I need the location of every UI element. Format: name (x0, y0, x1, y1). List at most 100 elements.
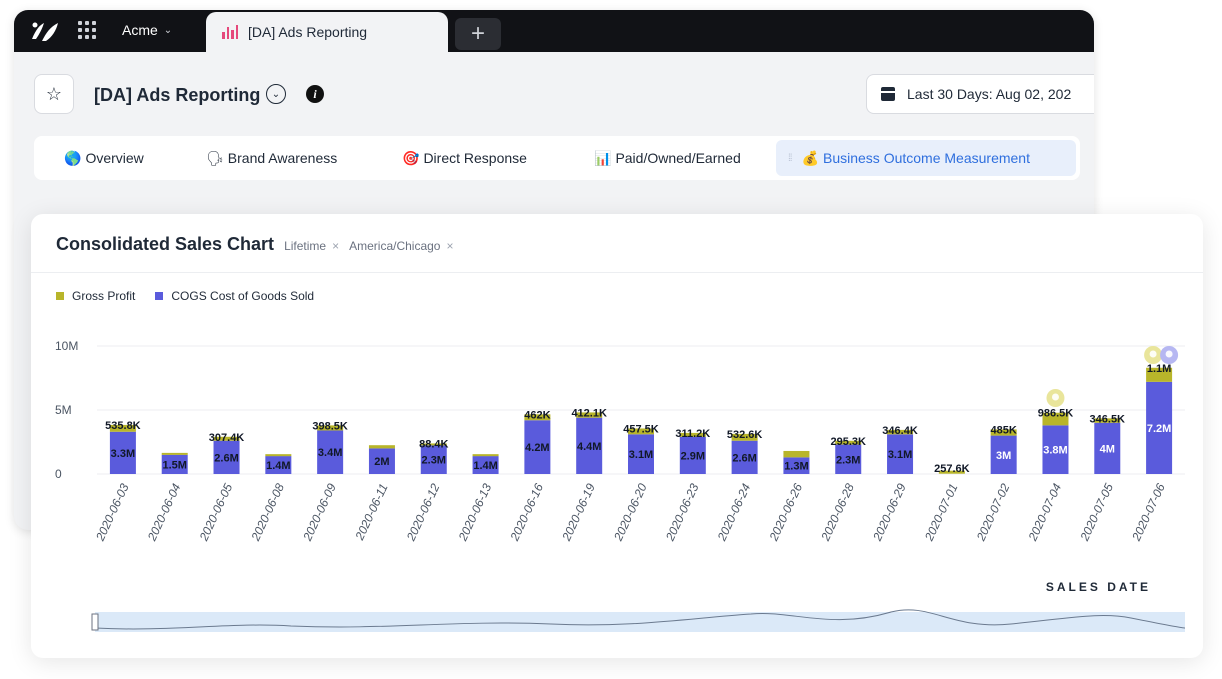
drag-handle-icon[interactable]: ⁞⁞ (788, 152, 792, 164)
tab-label: Overview (85, 150, 144, 166)
x-tick-label: 2020-06-28 (818, 481, 857, 544)
x-tick-label: 2020-06-20 (611, 481, 650, 544)
chart-legend: Gross Profit COGS Cost of Goods Sold (56, 289, 314, 303)
tab-direct-response[interactable]: 🎯 Direct Response (390, 140, 539, 176)
legend-swatch (56, 292, 64, 300)
brand-logo-icon[interactable] (30, 19, 60, 43)
data-label-cogs: 7.2M (1147, 423, 1171, 435)
x-tick-label: 2020-06-29 (870, 481, 909, 544)
info-icon[interactable]: i (306, 85, 324, 103)
bar-gross-profit (1146, 367, 1173, 382)
bar-cogs (1042, 425, 1069, 474)
marker-bulb (1165, 350, 1173, 358)
data-label-cogs: 3.4M (318, 447, 342, 459)
data-label-gross-profit: 457.5K (623, 423, 659, 435)
data-label-gross-profit: 532.6K (727, 429, 763, 441)
close-icon[interactable]: × (332, 239, 340, 253)
x-tick-label: 2020-06-16 (507, 481, 546, 544)
data-label-gross-profit: 398.5K (312, 420, 348, 432)
bar-gross-profit (783, 450, 810, 458)
tab-label: Paid/Owned/Earned (615, 150, 741, 166)
bar-cogs (109, 431, 136, 474)
data-label-gross-profit: 535.8K (105, 420, 141, 432)
data-label-cogs: 1.4M (473, 460, 497, 472)
bar-cogs (731, 440, 758, 474)
bar-cogs (265, 456, 292, 474)
x-axis-title: SALES DATE (1045, 580, 1151, 594)
tab-paid-owned-earned[interactable]: 📊 Paid/Owned/Earned (582, 140, 753, 176)
chevron-down-icon[interactable]: ⌄ (266, 84, 286, 104)
bar-gross-profit (835, 440, 862, 445)
x-tick-label: 2020-06-11 (352, 481, 391, 543)
marker-bulb (1051, 393, 1059, 401)
bar-cogs (317, 430, 344, 474)
card-header: Consolidated Sales Chart Lifetime × Amer… (56, 234, 454, 255)
bar-cogs (679, 436, 706, 474)
new-tab-button[interactable]: + (455, 18, 501, 50)
bar-gross-profit (731, 433, 758, 441)
filter-chip-lifetime[interactable]: Lifetime × (284, 239, 339, 253)
data-label-gross-profit: 346.5K (1090, 413, 1126, 425)
chart-icon (222, 25, 238, 39)
data-label-cogs: 3.3M (111, 448, 135, 460)
legend-item-gross-profit[interactable]: Gross Profit (56, 289, 135, 303)
tab-ads-reporting[interactable]: [DA] Ads Reporting (206, 12, 448, 52)
tab-brand-awareness[interactable]: 🗣 Brand Awareness (194, 140, 349, 176)
data-label-cogs: 2.9M (681, 450, 705, 462)
globe-icon: 🌎 (64, 149, 82, 166)
legend-item-cogs[interactable]: COGS Cost of Goods Sold (155, 289, 314, 303)
close-icon[interactable]: × (446, 239, 454, 253)
speaking-head-icon: 🗣 (206, 149, 224, 166)
data-label-cogs: 4M (1100, 443, 1115, 455)
bar-gross-profit (576, 412, 603, 418)
bar-cogs (835, 444, 862, 474)
favorite-button[interactable]: ☆ (34, 74, 74, 114)
x-tick-label: 2020-06-19 (559, 481, 598, 544)
bar-cogs (887, 434, 914, 474)
chip-label: Lifetime (284, 239, 327, 253)
tab-label: Brand Awareness (227, 150, 338, 166)
filter-chip-timezone[interactable]: America/Chicago × (349, 239, 453, 253)
bar-gross-profit (524, 414, 551, 421)
bar-cogs (576, 417, 603, 474)
bar-gross-profit (938, 470, 965, 474)
legend-swatch (155, 292, 164, 300)
bar-cogs (990, 435, 1017, 474)
x-tick-label: 2020-06-26 (766, 481, 805, 544)
data-label-gross-profit: 307.4K (209, 432, 245, 444)
bar-gross-profit (213, 436, 240, 441)
chart-title: Consolidated Sales Chart (56, 234, 275, 254)
range-slider-handle (91, 613, 99, 631)
tab-overview[interactable]: 🌎 Overview (52, 140, 156, 176)
date-range-picker[interactable]: Last 30 Days: Aug 02, 202 (866, 74, 1094, 114)
workspace-switcher[interactable]: Acme ⌄ (122, 22, 172, 38)
tab-business-outcome-measurement[interactable]: ⁞⁞ 💰 Business Outcome Measurement (776, 140, 1076, 176)
bar-gross-profit (420, 443, 447, 446)
x-tick-label: 2020-06-03 (93, 481, 132, 544)
apps-grid-icon[interactable] (78, 21, 96, 39)
data-label-cogs: 2.6M (732, 452, 756, 464)
bar-cogs (628, 434, 654, 474)
bar-gross-profit (472, 454, 499, 457)
x-tick-label: 2020-06-24 (714, 481, 753, 544)
chip-label: America/Chicago (349, 239, 441, 253)
data-label-cogs: 3.1M (888, 449, 912, 461)
x-tick-label: 2020-07-06 (1129, 481, 1168, 544)
marker-bulb (1149, 350, 1157, 358)
x-tick-label: 2020-06-08 (248, 481, 287, 544)
range-slider-sparkline (94, 609, 1186, 630)
x-tick-label: 2020-07-05 (1077, 481, 1116, 544)
legend-label: COGS Cost of Goods Sold (171, 289, 315, 303)
divider (31, 272, 1203, 273)
bar-gross-profit (1094, 418, 1121, 423)
bar-cogs (524, 420, 551, 474)
tab-label: Business Outcome Measurement (823, 150, 1030, 166)
data-label-cogs: 1.3M (784, 461, 808, 473)
x-tick-label: 2020-06-05 (196, 481, 235, 544)
workspace-name: Acme (122, 22, 158, 38)
sales-bar-chart: 0 5M 10M 3.3M 535.8K 2020-06-03 1.5M 2020-06-04… (55, 339, 1186, 632)
bar-gross-profit (109, 424, 136, 432)
data-label-gross-profit: 986.5K (1038, 408, 1074, 420)
x-tick-label: 2020-06-23 (662, 481, 701, 544)
bar-gross-profit (368, 445, 395, 449)
